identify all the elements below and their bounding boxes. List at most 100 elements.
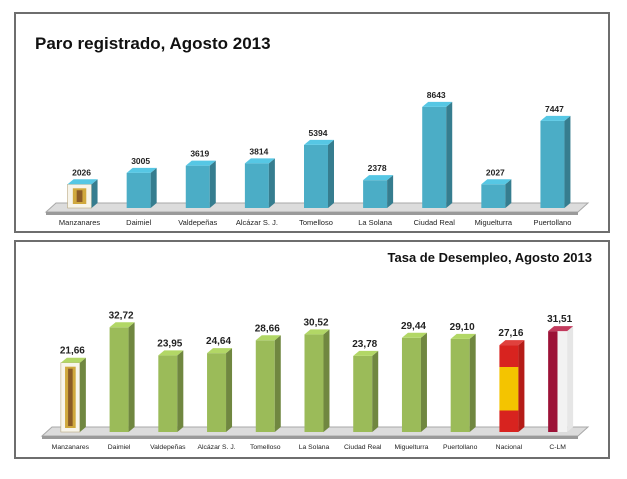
data-label-puertollano: 29,10 xyxy=(450,322,475,333)
bar-tomelloso xyxy=(255,340,275,432)
bar-manzanares-side xyxy=(79,357,86,432)
data-label-miguelturra: 29,44 xyxy=(401,321,426,332)
chart-title-paro: Paro registrado, Agosto 2013 xyxy=(35,34,271,53)
tick-label-daimiel: Daimiel xyxy=(108,444,131,451)
chart-floor-edge xyxy=(46,212,578,215)
tick-label-ciudad-real: Ciudad Real xyxy=(344,444,382,451)
tick-label-puertollano: Puertollano xyxy=(443,444,478,451)
data-label-miguelturra: 2027 xyxy=(486,167,505,177)
data-label-manzanares: 21,66 xyxy=(60,346,85,357)
chart-floor-edge xyxy=(42,436,578,439)
bar-alc-zar-s-j-side xyxy=(226,348,233,432)
chart-title-tasa: Tasa de Desempleo, Agosto 2013 xyxy=(387,250,592,265)
tick-label-manzanares: Manzanares xyxy=(52,444,90,451)
data-label-daimiel: 3005 xyxy=(131,156,150,166)
bar-daimiel-side xyxy=(150,167,157,208)
bar-puertollano-top xyxy=(450,333,476,339)
chart-paro-svg: 2026 Manzanares 3005 Daimiel 3619 Valdepeñas 3… xyxy=(44,90,590,227)
bar-miguelturra-top xyxy=(401,332,427,338)
bar-miguelturra xyxy=(481,184,506,208)
bar-nacional-side xyxy=(518,340,525,432)
bar-miguelturra-side xyxy=(420,332,427,432)
bar-manzanares-top xyxy=(67,179,98,185)
bar-tomelloso-top xyxy=(304,139,334,145)
bar-daimiel-top xyxy=(109,322,135,328)
bar-la-solana-top xyxy=(304,329,330,335)
tick-label-valdepe-as: Valdepeñas xyxy=(150,444,186,451)
bar-nacional xyxy=(499,345,519,432)
bar-daimiel xyxy=(109,327,129,432)
bar-valdepe-as-side xyxy=(177,350,184,432)
bar-ciudad-real xyxy=(353,355,373,432)
bar-miguelturra-side xyxy=(505,179,512,208)
tick-label-tomelloso: Tomelloso xyxy=(299,218,333,227)
bar-ciudad-real-side xyxy=(446,101,453,208)
tick-label-c-lm: C-LM xyxy=(549,444,566,451)
bar-c-lm-top xyxy=(548,326,574,332)
bar-daimiel-top xyxy=(126,167,157,173)
bar-ciudad-real-side xyxy=(372,350,379,432)
data-label-ciudad-real: 8643 xyxy=(427,90,446,100)
data-label-tomelloso: 5394 xyxy=(309,128,328,138)
emblem-center-manzanares xyxy=(76,190,83,202)
bar-manzanares-top xyxy=(60,357,86,363)
bar-alc-zar-s-j-side xyxy=(268,158,275,208)
chart-panel-tasa: Tasa de Desempleo, Agosto 2013 21,66 Manz… xyxy=(14,240,610,459)
bar-miguelturra-top xyxy=(481,179,512,185)
bar-daimiel-side xyxy=(128,322,135,432)
bar-tomelloso-top xyxy=(255,335,281,341)
data-label-daimiel: 32,72 xyxy=(109,310,134,321)
tick-label-la-solana: La Solana xyxy=(358,218,393,227)
bar-c-lm-side xyxy=(567,326,574,432)
bar-c-lm xyxy=(548,331,568,432)
data-label-ciudad-real: 23,78 xyxy=(352,339,377,350)
data-label-manzanares: 2026 xyxy=(72,167,91,177)
tick-label-alc-zar-s-j: Alcázar S. J. xyxy=(197,444,235,451)
bar-alc-zar-s-j xyxy=(244,163,269,208)
bar-tomelloso-side xyxy=(328,139,334,208)
bar-valdepe-as xyxy=(158,355,178,432)
bar-nacional-top xyxy=(499,340,525,346)
data-label-alc-zar-s-j: 24,64 xyxy=(206,336,231,347)
bar-tomelloso xyxy=(304,144,328,208)
bar-puertollano xyxy=(540,120,565,208)
data-label-la-solana: 2378 xyxy=(368,163,387,173)
tick-label-alc-zar-s-j: Alcázar S. J. xyxy=(236,218,278,227)
bar-la-solana-side xyxy=(323,329,330,432)
bar-puertollano-side xyxy=(564,115,571,208)
bar-la-solana xyxy=(304,334,324,432)
bar-puertollano xyxy=(450,338,470,432)
tick-label-valdepe-as: Valdepeñas xyxy=(178,218,217,227)
bar-daimiel xyxy=(126,172,151,208)
bar-puertollano-side xyxy=(469,333,476,432)
bar-valdepe-as-top xyxy=(158,350,184,356)
tick-label-tomelloso: Tomelloso xyxy=(250,444,281,451)
chart-tasa-svg: 21,66 Manzanares 32,72 Daimiel 23,95 Valdepeñ… xyxy=(40,310,590,451)
tick-label-daimiel: Daimiel xyxy=(126,218,151,227)
data-label-valdepe-as: 23,95 xyxy=(157,338,182,349)
data-label-valdepe-as: 3619 xyxy=(190,149,209,159)
emblem-center-manzanares xyxy=(68,368,73,426)
bar-la-solana-top xyxy=(363,175,394,181)
data-label-c-lm: 31,51 xyxy=(547,314,572,325)
bar-tomelloso-side xyxy=(274,335,281,432)
bar-la-solana-side xyxy=(387,175,394,208)
data-label-alc-zar-s-j: 3814 xyxy=(249,146,268,156)
tick-label-ciudad-real: Ciudad Real xyxy=(414,218,456,227)
bar-valdepe-as-side xyxy=(209,160,216,208)
bar-valdepe-as xyxy=(185,165,210,208)
chart-panel-paro: Paro registrado, Agosto 2013 2026 Manzana… xyxy=(14,12,610,233)
bar-ciudad-real xyxy=(422,106,447,208)
bar-manzanares-side xyxy=(91,179,98,208)
data-label-puertollano: 7447 xyxy=(545,104,564,114)
bar-miguelturra xyxy=(401,337,421,432)
bar-alc-zar-s-j xyxy=(207,353,227,432)
bar-puertollano-top xyxy=(540,115,571,121)
bar-ciudad-real-top xyxy=(353,350,379,356)
data-label-la-solana: 30,52 xyxy=(303,317,328,328)
tick-label-miguelturra: Miguelturra xyxy=(475,218,513,227)
tick-label-la-solana: La Solana xyxy=(299,444,330,451)
bar-la-solana xyxy=(363,180,388,208)
data-label-tomelloso: 28,66 xyxy=(255,323,280,334)
bar-alc-zar-s-j-top xyxy=(244,158,275,164)
